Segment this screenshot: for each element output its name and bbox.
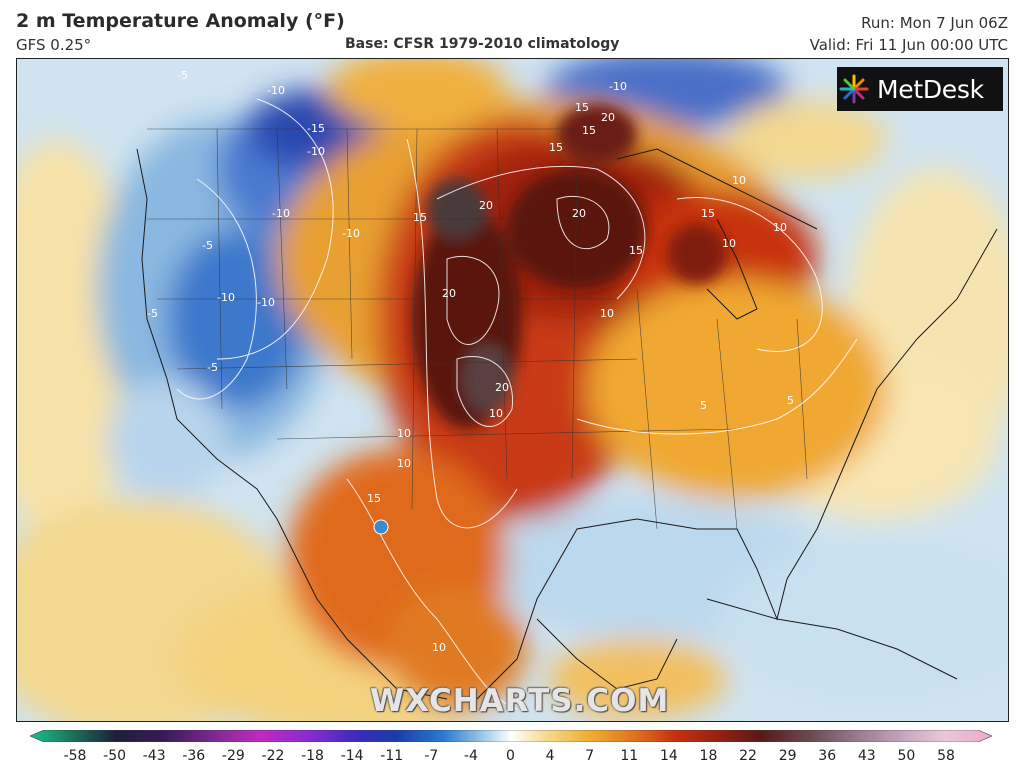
- contour-label: 20: [495, 381, 509, 394]
- colorbar-label: -18: [301, 748, 324, 764]
- colorbar-label: -58: [63, 748, 87, 764]
- logo-text: MetDesk: [877, 74, 984, 104]
- contour-label: -5: [147, 307, 158, 320]
- contour-label: 20: [479, 199, 493, 212]
- colorbar-label: -36: [182, 748, 206, 764]
- map-svg: -10 -15 -10 -5 -10 -10 -10 -10 -5 -5 20 …: [17, 59, 1008, 721]
- contour-label: 10: [600, 307, 614, 320]
- colorbar: [30, 730, 992, 742]
- coastlines: [136, 148, 998, 700]
- contour-label: -5: [202, 239, 213, 252]
- colorbar-label: 14: [659, 748, 678, 764]
- metdesk-logo: MetDesk: [837, 67, 1003, 111]
- colorbar-label: 50: [897, 748, 916, 764]
- colorbar-label: 4: [545, 748, 555, 764]
- colorbar-label: 22: [739, 748, 757, 764]
- valid-time: Valid: Fri 11 Jun 00:00 UTC: [809, 36, 1008, 54]
- contour-label: 10: [773, 221, 787, 234]
- colorbar-label: -4: [463, 748, 478, 764]
- climatology-base: Base: CFSR 1979-2010 climatology: [345, 36, 620, 52]
- colorbar-label: 43: [857, 748, 876, 764]
- colorbar-label: -50: [103, 748, 127, 764]
- colorbar-label: 7: [585, 748, 595, 764]
- contour-label: -10: [267, 84, 285, 97]
- contour-label: 5: [787, 394, 794, 407]
- contour-label: -10: [272, 207, 290, 220]
- contour-label: 15: [549, 141, 563, 154]
- contour-label: -10: [307, 145, 325, 158]
- colorbar-label: 0: [506, 748, 515, 764]
- contour-label: 10: [732, 174, 746, 187]
- contour-label: -15: [307, 122, 325, 135]
- contour-label: 20: [572, 207, 586, 220]
- colorbar-label: -11: [380, 748, 404, 764]
- colorbar-label: 58: [937, 748, 955, 764]
- contour-label: 15: [629, 244, 643, 257]
- contour-label: 5: [700, 399, 707, 412]
- colorbar-label: 36: [818, 748, 837, 764]
- metdesk-starburst-icon: [839, 74, 869, 104]
- contour-label: 10: [432, 641, 446, 654]
- model-label: GFS 0.25°: [16, 36, 92, 54]
- wxcharts-watermark: WXCHARTS.COM: [370, 683, 670, 719]
- state-borders: [147, 128, 808, 530]
- contour-label: -10: [342, 227, 360, 240]
- colorbar-labels: -58 -50 -43 -36 -29 -22 -18 -14 -11 -7 -4 0 4 7 11 14 18…: [0, 748, 1024, 772]
- anomaly-field: [17, 59, 1008, 721]
- contour-label: 10: [722, 237, 736, 250]
- contour-label: 10: [397, 457, 411, 470]
- contour-label: 15: [701, 207, 715, 220]
- contour-label: 15: [413, 211, 427, 224]
- colorbar-label: -14: [340, 748, 364, 764]
- contour-label: 20: [601, 111, 615, 124]
- contour-label: -10: [217, 291, 235, 304]
- contour-labels: -10 -15 -10 -5 -10 -10 -10 -10 -5 -5 20 …: [147, 69, 794, 654]
- colorbar-label: -29: [221, 748, 245, 764]
- contour-label: 10: [397, 427, 411, 440]
- colorbar-label: -43: [142, 748, 166, 764]
- contour-label: -10: [257, 296, 275, 309]
- colorbar-label: -22: [261, 748, 285, 764]
- contour-label: 15: [367, 492, 381, 505]
- colorbar-label: -7: [424, 748, 439, 764]
- anomaly-peaks: [412, 104, 727, 429]
- contour-label: -10: [609, 80, 627, 93]
- cold-spot: [373, 519, 389, 535]
- contour-label: -5: [207, 361, 218, 374]
- anomaly-map: -10 -15 -10 -5 -10 -10 -10 -10 -5 -5 20 …: [16, 58, 1009, 722]
- contour-label: 15: [582, 124, 596, 137]
- colorbar-label: 18: [699, 748, 718, 764]
- contour-label: 10: [489, 407, 503, 420]
- colorbar-label: 29: [778, 748, 797, 764]
- contour-label: 15: [575, 101, 589, 114]
- chart-title: 2 m Temperature Anomaly (°F): [16, 10, 345, 32]
- contour-label: -5: [177, 69, 188, 82]
- colorbar-label: 11: [620, 748, 639, 764]
- run-time: Run: Mon 7 Jun 06Z: [861, 14, 1008, 32]
- contour-lines: [176, 98, 858, 710]
- contour-label: 20: [442, 287, 456, 300]
